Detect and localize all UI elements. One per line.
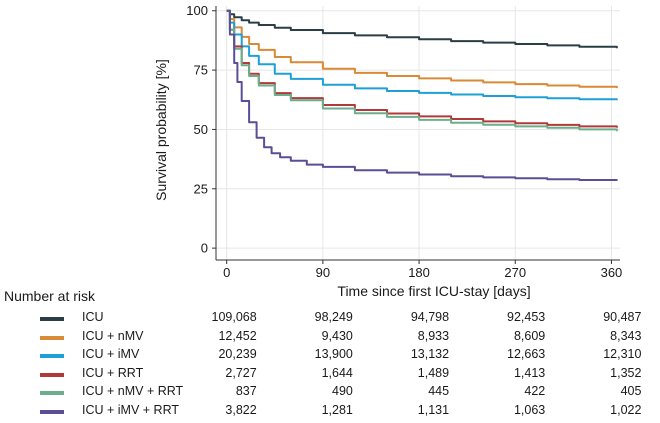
risk-row-label: ICU + iMV + RRT [82, 402, 180, 417]
risk-count: 1,022 [610, 402, 642, 417]
x-tick-label-90: 90 [316, 265, 330, 280]
risk-row-label: ICU [82, 310, 104, 324]
legend-swatch [40, 372, 64, 377]
y-tick-label-25: 25 [194, 181, 208, 196]
risk-count: 1,281 [321, 402, 353, 417]
risk-count: 13,900 [314, 347, 353, 361]
risk-count: 13,132 [410, 347, 450, 361]
survival-chart: 0 25 50 75 100 0 90 180 270 360 Survival probabil… [153, 3, 622, 299]
risk-table-title: Number at risk [4, 288, 96, 304]
risk-count: 490 [332, 384, 353, 398]
risk-row-label: ICU + nMV [82, 328, 144, 343]
tick-labels: 0 25 50 75 100 0 90 180 270 360 [186, 3, 622, 280]
legend-swatch [40, 409, 64, 414]
y-axis-label: Survival probability [%] [153, 59, 169, 201]
y-tick-label-75: 75 [194, 63, 208, 78]
risk-count: 12,663 [507, 347, 546, 361]
x-tick-label-270: 270 [504, 265, 526, 280]
risk-count: 8,609 [513, 328, 546, 343]
risk-count: 445 [428, 384, 450, 398]
risk-count: 405 [620, 384, 642, 398]
legend-swatch [40, 391, 64, 395]
risk-count: 94,798 [410, 310, 450, 324]
risk-count: 1,063 [513, 402, 546, 417]
risk-row: ICU 109,068 98,249 94,798 92,453 90,487 [0, 310, 660, 327]
risk-count: 837 [235, 384, 257, 398]
risk-row-label: ICU + iMV [82, 347, 140, 361]
legend-swatch [40, 354, 64, 358]
risk-count: 20,239 [218, 347, 257, 361]
risk-count: 2,727 [225, 365, 257, 380]
x-tick-label-180: 180 [408, 265, 430, 280]
series-line-icu-imv-rrt [226, 9, 618, 181]
risk-count: 3,822 [225, 402, 257, 417]
series-line-icu-imv [226, 9, 618, 101]
x-axis-label: Time since first ICU-stay [days] [337, 283, 530, 299]
x-tick-label-0: 0 [223, 265, 230, 280]
risk-row-label: ICU + RRT [82, 365, 144, 380]
y-tick-label-0: 0 [201, 241, 208, 256]
risk-count: 98,249 [314, 310, 353, 324]
risk-count: 90,487 [603, 310, 642, 324]
risk-count: 9,430 [321, 328, 353, 343]
risk-row: ICU + RRT 2,727 1,644 1,489 1,413 1,352 [0, 366, 660, 383]
risk-count: 1,489 [417, 365, 450, 380]
series-lines [226, 9, 618, 181]
risk-count: 1,644 [321, 365, 353, 380]
risk-row-label: ICU + nMV + RRT [82, 384, 184, 398]
risk-count: 92,453 [507, 310, 546, 324]
risk-count: 1,413 [513, 365, 546, 380]
grid-lines [216, 6, 620, 260]
risk-row: ICU + nMV + RRT 837 490 445 422 405 [0, 384, 660, 401]
y-tick-label-50: 50 [194, 122, 208, 137]
series-line-icu-nmv [226, 9, 618, 89]
risk-row: ICU + nMV 12,452 9,430 8,933 8,609 8,343 [0, 329, 660, 346]
x-tick-label-360: 360 [601, 265, 623, 280]
risk-count: 1,352 [610, 365, 642, 380]
risk-count: 422 [524, 384, 546, 398]
y-tick-label-100: 100 [186, 3, 208, 18]
risk-count: 1,131 [417, 402, 450, 417]
axes [212, 6, 620, 264]
series-line-icu-nmv-rrt [226, 9, 618, 132]
risk-row: ICU + iMV 20,239 13,900 13,132 12,663 12,310 [0, 347, 660, 364]
risk-count: 12,452 [218, 328, 257, 343]
series-line-icu [226, 9, 618, 49]
risk-count: 109,068 [211, 310, 257, 324]
risk-count: 8,933 [417, 328, 450, 343]
risk-count: 8,343 [610, 328, 642, 343]
risk-count: 12,310 [603, 347, 642, 361]
legend-swatch [40, 317, 64, 321]
risk-row: ICU + iMV + RRT 3,822 1,281 1,131 1,063 1,022 [0, 403, 660, 420]
legend-swatch [40, 335, 64, 340]
